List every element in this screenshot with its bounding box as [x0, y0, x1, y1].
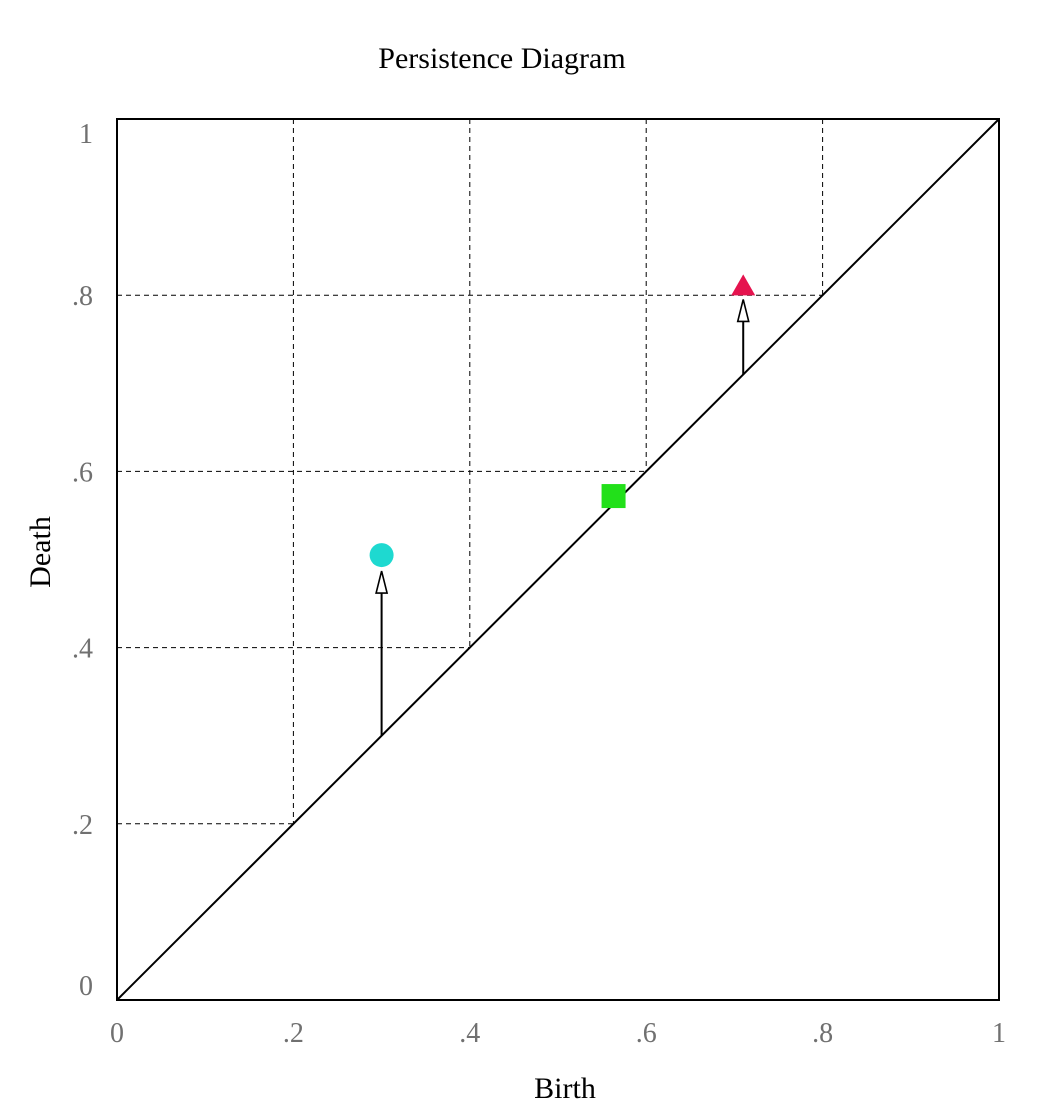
x-tick-label: .4 [459, 1018, 480, 1049]
tick-labels: 0 .2 .4 .6 .8 1 0 .2 .4 .6 .8 1 [72, 119, 1006, 1049]
point-square [601, 484, 626, 509]
arrow-head [375, 570, 389, 594]
point-triangle [731, 274, 756, 296]
data-points [369, 274, 756, 568]
x-tick-label: .2 [283, 1018, 304, 1049]
y-tick-label: 1 [79, 119, 93, 150]
y-axis-label: Death [24, 516, 57, 588]
chart-title: Persistence Diagram [378, 42, 625, 75]
arrow-head [736, 299, 750, 323]
y-tick-label: 0 [79, 971, 93, 1002]
grid-lines [117, 119, 824, 825]
x-axis-label: Birth [534, 1072, 596, 1105]
diagonal-line [116, 118, 1000, 1001]
persistence-arrows [375, 299, 750, 736]
y-tick-label: .6 [72, 457, 93, 488]
x-tick-label: .6 [636, 1018, 657, 1049]
plot-frame [116, 118, 1000, 1001]
y-tick-label: .2 [72, 810, 93, 841]
y-tick-label: .4 [72, 634, 93, 665]
x-tick-label: 0 [110, 1018, 124, 1049]
x-tick-label: 1 [992, 1018, 1006, 1049]
point-circle [369, 543, 394, 568]
y-tick-label: .8 [72, 281, 93, 312]
x-tick-label: .8 [812, 1018, 833, 1049]
